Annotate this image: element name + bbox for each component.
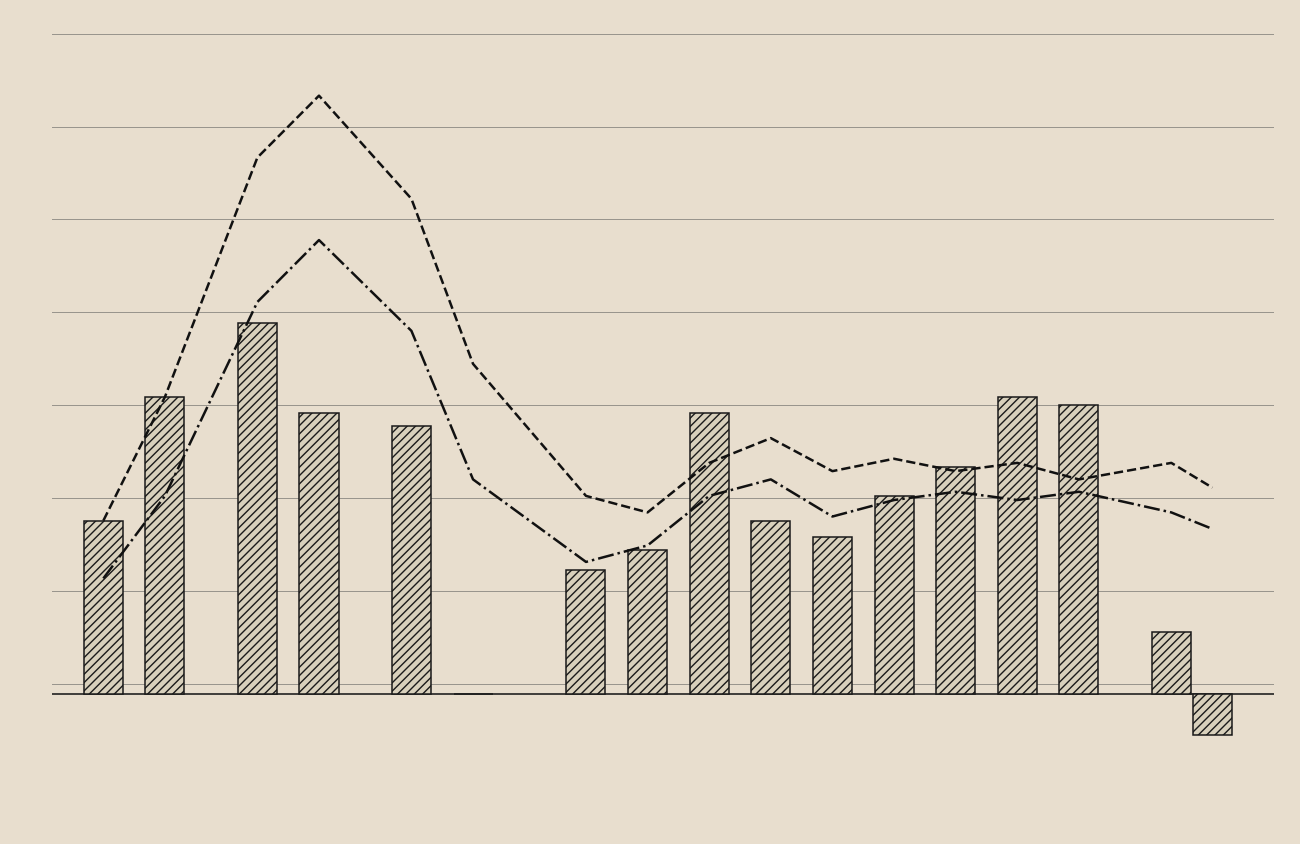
Bar (998, 397, 1037, 694)
Bar (1060, 405, 1098, 694)
Bar (238, 322, 277, 694)
Bar (1152, 632, 1191, 694)
Bar (690, 414, 729, 694)
Bar (875, 496, 914, 694)
Bar (146, 397, 185, 694)
Bar (751, 521, 790, 694)
Bar (299, 414, 338, 694)
Bar (567, 571, 606, 694)
Bar (628, 549, 667, 694)
Bar (812, 537, 852, 694)
Bar (1193, 694, 1232, 735)
Bar (391, 425, 430, 694)
Bar (83, 521, 124, 694)
Bar (936, 467, 975, 694)
